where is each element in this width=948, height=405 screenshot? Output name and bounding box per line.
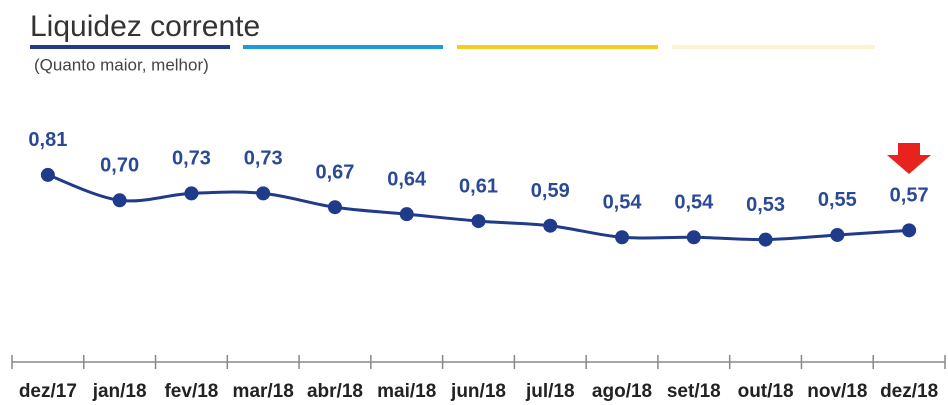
value-label: 0,73: [244, 148, 283, 170]
value-label: 0,81: [28, 129, 67, 151]
value-label: 0,73: [172, 148, 211, 170]
title-bar: [243, 45, 443, 49]
point: [184, 186, 199, 201]
point: [327, 200, 342, 215]
x-tick-label: nov/18: [807, 381, 867, 402]
point: [256, 186, 271, 201]
point: [686, 230, 701, 245]
chart-title: Liquidez corrente: [30, 10, 260, 43]
title-bar: [672, 45, 875, 49]
point: [830, 227, 845, 242]
x-tick-label: out/18: [738, 381, 794, 402]
down-arrow: [887, 143, 931, 174]
value-label: 0,67: [315, 162, 354, 184]
value-label: 0,61: [459, 175, 498, 197]
value-label: 0,59: [531, 180, 570, 202]
x-tick-label: ago/18: [592, 381, 652, 402]
chart-subtitle: (Quanto maior, melhor): [34, 55, 209, 74]
x-tick-label: jul/18: [525, 381, 575, 402]
x-tick-label: fev/18: [164, 381, 218, 402]
x-tick-label: abr/18: [307, 381, 363, 402]
x-tick-label: jun/18: [450, 381, 506, 402]
value-label: 0,53: [746, 194, 785, 216]
value-label: 0,70: [100, 155, 139, 177]
title-bar: [457, 45, 658, 49]
point: [471, 214, 486, 229]
x-tick-label: mar/18: [233, 381, 294, 402]
point: [902, 223, 917, 238]
value-label: 0,57: [890, 185, 929, 207]
point: [112, 193, 127, 208]
point: [40, 167, 55, 182]
x-tick-label: jan/18: [92, 381, 147, 402]
point: [543, 218, 558, 233]
x-tick-label: mai/18: [377, 381, 436, 402]
value-label: 0,55: [818, 189, 857, 211]
x-tick-label: dez/17: [19, 381, 77, 402]
point: [758, 232, 773, 247]
point: [399, 207, 414, 222]
x-tick-label: set/18: [667, 381, 721, 402]
value-label: 0,54: [674, 192, 714, 214]
point: [615, 230, 630, 245]
x-tick-label: dez/18: [880, 381, 938, 402]
value-label: 0,64: [387, 168, 427, 190]
title-bar: [30, 45, 230, 49]
value-label: 0,54: [603, 192, 643, 214]
